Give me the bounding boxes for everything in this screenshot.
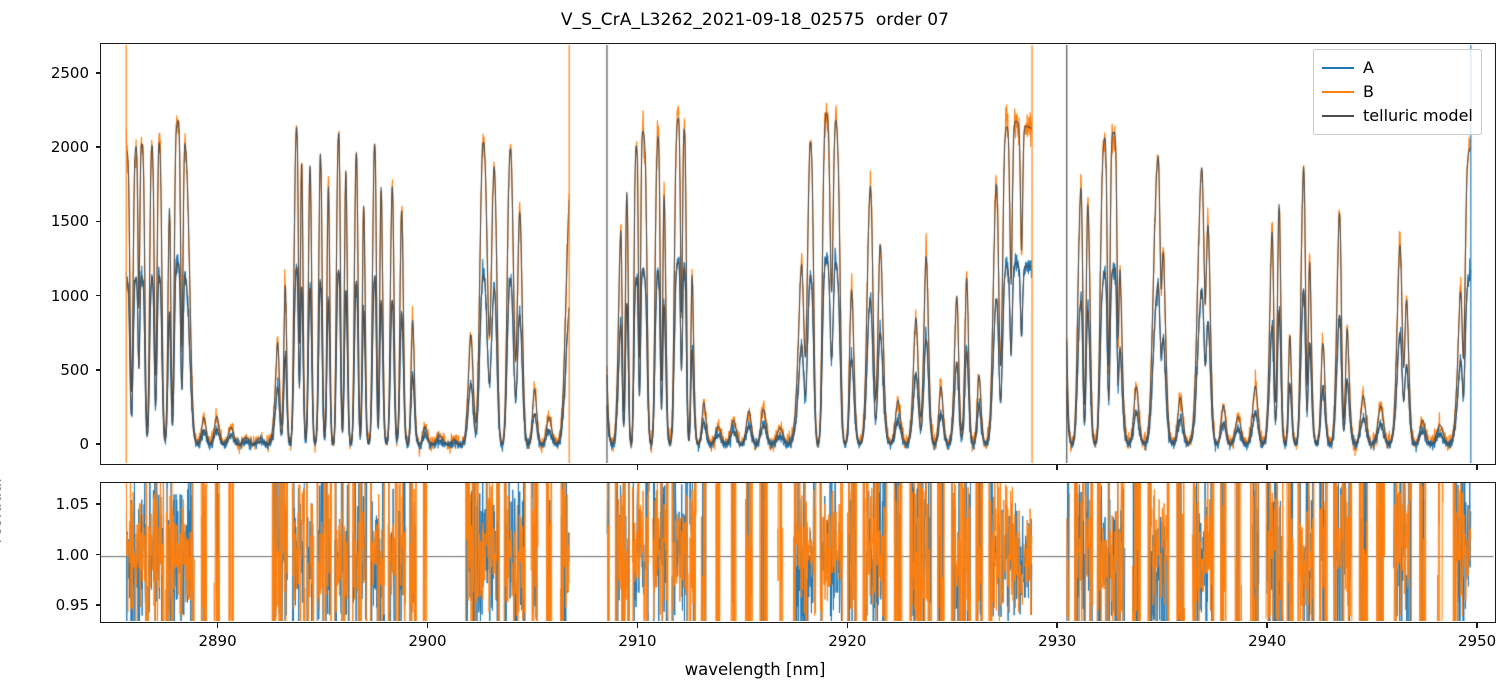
residual-y-tick-label: 0.95 [55, 595, 89, 614]
residual-y-tick-label: 1.05 [55, 495, 89, 514]
wavelength-tick-label: 2900 [408, 632, 447, 650]
flux-y-tick [95, 146, 100, 148]
residual-y-tick [95, 503, 100, 505]
flux-y-tick [95, 294, 100, 297]
residual-panel-axes [100, 482, 1496, 623]
flux-panel-axes [100, 43, 1496, 465]
flux-y-tick-label: 2000 [50, 138, 89, 156]
flux-y-tick-label: 1500 [50, 212, 89, 231]
flux-y-tick-label: 500 [60, 360, 89, 379]
wavelength-tick-label: 2930 [1038, 632, 1077, 650]
legend-label: B [1363, 82, 1374, 101]
flux-y-tick-label: 1000 [50, 286, 89, 305]
wavelength-tick [846, 623, 849, 628]
legend-color-swatch [1322, 115, 1354, 117]
legend-item: B [1322, 80, 1473, 104]
flux-spectrum-plot [101, 44, 1494, 463]
legend-item: telluric model [1322, 104, 1473, 128]
wavelength-tick-upper [636, 465, 639, 470]
flux-y-tick [95, 220, 100, 223]
wavelength-tick [1056, 623, 1059, 628]
wavelength-tick-label: 2920 [828, 632, 867, 650]
wavelength-tick-upper [846, 465, 849, 470]
legend-color-swatch [1322, 67, 1354, 69]
wavelength-tick-label: 2910 [618, 632, 657, 650]
wavelength-tick-upper [216, 465, 219, 470]
wavelength-tick-upper [426, 465, 429, 470]
wavelength-tick-upper [1266, 465, 1268, 470]
wavelength-tick [1266, 623, 1268, 628]
flux-y-tick [95, 369, 100, 371]
flux-y-tick [95, 71, 100, 74]
flux-y-tick-label: 2500 [50, 63, 89, 82]
legend-label: A [1363, 58, 1374, 77]
wavelength-tick-label: 2950 [1458, 632, 1497, 650]
residual-axis-label: residual [0, 477, 5, 543]
figure-title: V_S_CrA_L3262_2021-09-18_02575 order 07 [560, 10, 950, 30]
residual-y-tick [95, 553, 100, 556]
residual-plot [101, 483, 1494, 621]
wavelength-tick [636, 623, 639, 628]
residual-y-tick [95, 604, 100, 606]
legend-item: A [1322, 56, 1473, 80]
residual-y-tick-label: 1.00 [55, 545, 89, 564]
wavelength-tick-upper [1056, 465, 1059, 470]
wavelength-tick [426, 623, 429, 628]
wavelength-axis-label: wavelength [nm] [684, 660, 826, 679]
wavelength-tick-label: 2890 [198, 632, 237, 650]
flux-y-tick-label: 0 [79, 435, 89, 454]
wavelength-tick-label: 2940 [1248, 632, 1287, 650]
wavelength-tick-upper [1476, 465, 1478, 470]
wavelength-tick [216, 623, 219, 628]
flux-y-tick [95, 443, 100, 445]
legend-color-swatch [1322, 91, 1354, 93]
legend-label: telluric model [1363, 106, 1473, 125]
wavelength-tick [1476, 623, 1478, 628]
